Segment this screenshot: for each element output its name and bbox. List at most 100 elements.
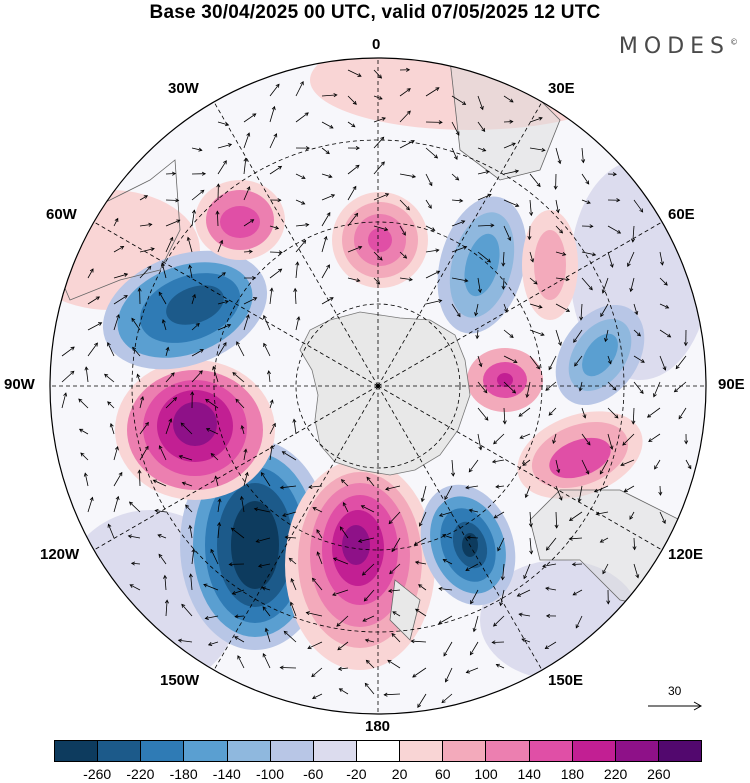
wind-arrow <box>425 199 432 209</box>
wind-arrow <box>279 485 297 490</box>
wind-arrow <box>191 370 203 383</box>
wind-arrow <box>113 246 125 253</box>
wind-arrow <box>399 199 410 211</box>
wind-arrow <box>659 303 670 309</box>
meridian-line <box>377 385 543 671</box>
wind-arrow <box>158 445 167 461</box>
wind-arrow <box>503 199 520 207</box>
wind-arrow <box>553 173 558 190</box>
wind-arrow <box>347 185 357 201</box>
wind-arrow <box>321 147 330 155</box>
wind-arrow <box>399 173 417 179</box>
wind-arrow <box>191 171 207 176</box>
wind-arrow <box>501 251 506 267</box>
wind-arrow <box>451 245 468 253</box>
wind-arrow <box>165 346 170 357</box>
wind-arrow <box>451 173 460 181</box>
wind-arrow <box>364 638 375 643</box>
wind-arrow <box>442 533 453 539</box>
wind-arrow <box>321 194 336 201</box>
wind-arrow <box>501 277 506 290</box>
wind-arrow <box>185 504 193 513</box>
wind-arrow <box>518 407 531 417</box>
wind-arrow <box>204 615 219 620</box>
wind-arrow <box>243 314 250 331</box>
wind-arrow <box>293 287 298 305</box>
wind-arrow <box>425 248 440 253</box>
south-america-coast <box>50 159 181 301</box>
wind-arrow <box>648 433 661 443</box>
wind-arrow <box>529 173 541 188</box>
wind-arrow <box>283 630 297 643</box>
wind-arrow <box>451 147 458 160</box>
wind-arrow <box>519 433 531 439</box>
wind-arrow <box>364 682 375 695</box>
wind-arrow <box>399 277 413 282</box>
wind-arrow <box>129 584 141 591</box>
wind-arrow <box>347 121 356 128</box>
wind-arrow <box>139 195 149 201</box>
wind-arrow <box>465 667 479 674</box>
wind-arrow <box>599 537 609 543</box>
wind-arrow <box>188 524 193 539</box>
wind-arrow <box>289 601 297 617</box>
wind-arrow <box>269 444 274 461</box>
wind-arrow <box>503 381 517 394</box>
wind-arrow <box>157 534 167 539</box>
colorbar-cell <box>615 741 659 761</box>
wind-arrow <box>606 589 611 605</box>
colorbar-cell <box>141 741 185 761</box>
wind-arrow <box>269 133 278 149</box>
wind-arrow <box>282 511 297 517</box>
wind-arrow <box>528 511 533 528</box>
reference-vector-label: 30 <box>668 684 682 698</box>
wind-arrow <box>235 398 245 409</box>
wind-arrow <box>239 495 245 513</box>
wind-arrow <box>311 577 323 591</box>
wind-arrow <box>389 563 401 575</box>
wind-arrow <box>269 225 280 230</box>
wind-arrow <box>253 507 271 513</box>
wind-arrow <box>442 559 453 565</box>
wind-arrow <box>191 189 205 201</box>
colorbar-cell <box>98 741 142 761</box>
wind-arrow <box>581 433 591 446</box>
anomaly-kerguelen-negative <box>555 304 645 406</box>
logo-text: MODES <box>618 34 730 59</box>
wind-arrow <box>399 110 411 123</box>
wind-arrow <box>113 314 120 331</box>
wind-arrow <box>165 372 175 383</box>
wind-arrow <box>477 147 487 152</box>
wind-arrow <box>548 407 557 416</box>
wind-arrow <box>366 476 375 487</box>
wind-arrow <box>316 551 323 565</box>
wind-arrow <box>523 563 531 580</box>
wind-arrow <box>529 116 543 123</box>
wind-arrow <box>548 355 557 371</box>
wind-arrow <box>659 355 667 371</box>
wind-arrow <box>503 355 518 363</box>
wind-arrow <box>165 219 181 227</box>
wind-arrow <box>316 529 323 539</box>
wind-arrow <box>387 659 401 669</box>
wind-arrow <box>210 452 219 461</box>
lon-label-120e: 120E <box>668 546 704 563</box>
wind-arrow <box>217 143 233 149</box>
wind-arrow <box>308 484 323 489</box>
wind-arrow <box>438 511 453 517</box>
anomaly-south-atlantic-negative <box>437 196 527 334</box>
wind-arrow <box>321 235 328 253</box>
wind-arrow <box>228 562 245 567</box>
wind-arrow <box>262 606 271 617</box>
wind-arrow <box>136 373 141 383</box>
wind-arrow <box>284 535 297 540</box>
wind-arrow <box>451 277 469 283</box>
wind-arrow <box>107 401 115 409</box>
wind-arrow <box>113 217 119 227</box>
wind-arrow <box>263 314 271 331</box>
wind-arrow <box>391 632 401 643</box>
wind-arrow <box>472 615 479 633</box>
wind-arrow <box>418 511 427 527</box>
wind-arrow <box>87 322 103 331</box>
wind-arrow <box>477 251 491 263</box>
